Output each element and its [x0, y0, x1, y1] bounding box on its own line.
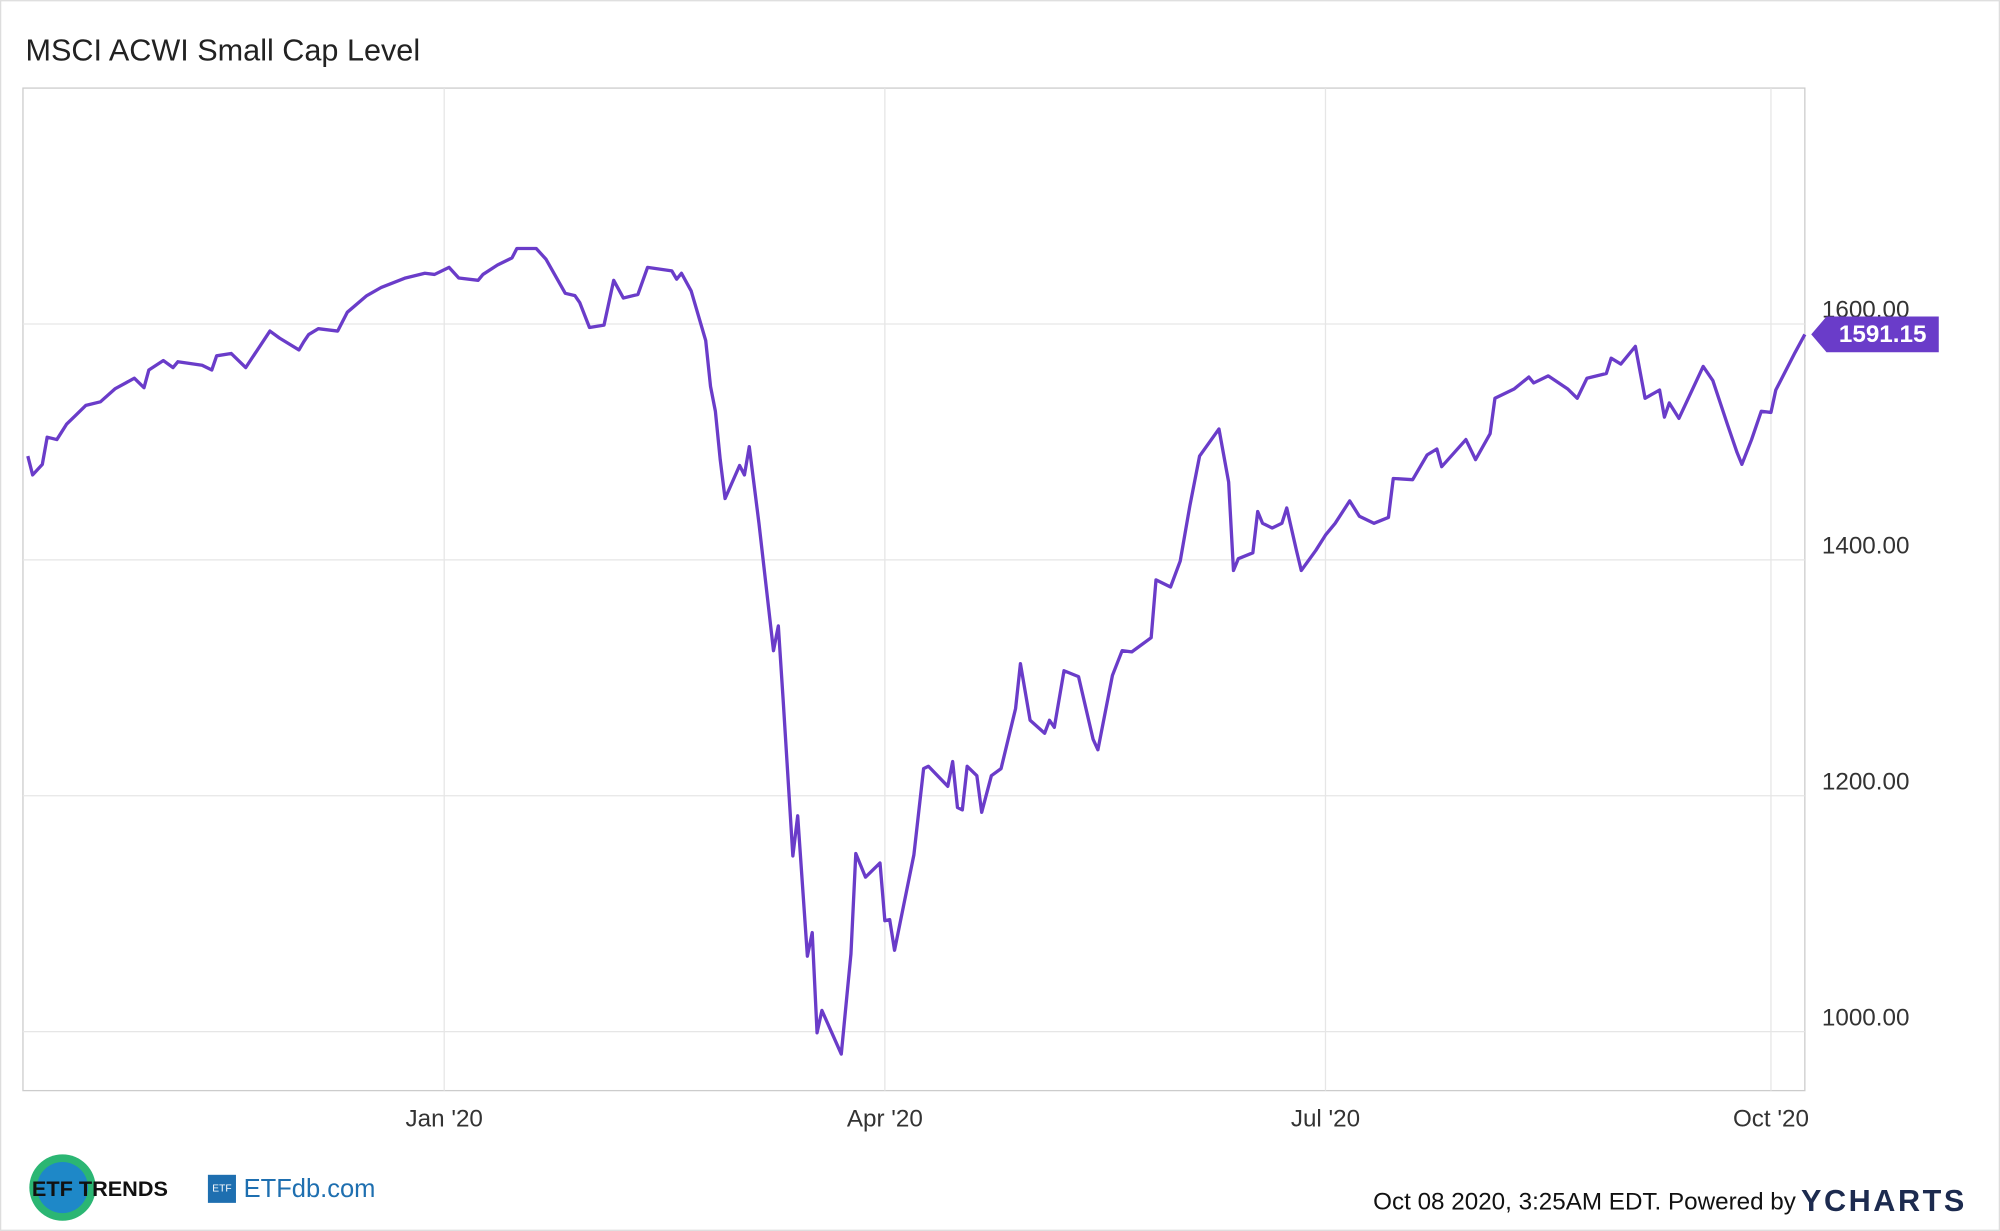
plot-area	[22, 87, 1806, 1092]
y-tick-label: 1200.00	[1822, 768, 1910, 795]
line	[26, 246, 1807, 1056]
logo-text: ETF	[212, 1184, 231, 1195]
x-tick-label: Apr '20	[847, 1105, 923, 1132]
y-tick-label: 1000.00	[1822, 1004, 1910, 1031]
source-note: Oct 08 2020, 3:25AM EDT. Powered by	[1373, 1188, 1797, 1215]
y-tick-label: 1400.00	[1822, 533, 1910, 560]
value-label: 1591.15	[1839, 321, 1927, 348]
value-badge	[1811, 316, 1939, 353]
x-tick-label: Oct '20	[1733, 1105, 1809, 1132]
brand: YCHARTS	[1801, 1184, 1967, 1218]
logo-box	[207, 1174, 236, 1203]
logo-text: ETFdb.com	[244, 1175, 376, 1203]
chart-title: MSCI ACWI Small Cap Level	[26, 33, 421, 67]
x-tick-label: Jan '20	[406, 1105, 483, 1132]
logo-text: ETF TRENDS	[32, 1176, 168, 1201]
x-tick-label: Jul '20	[1291, 1105, 1360, 1132]
logo-circle-inner	[36, 1162, 89, 1214]
